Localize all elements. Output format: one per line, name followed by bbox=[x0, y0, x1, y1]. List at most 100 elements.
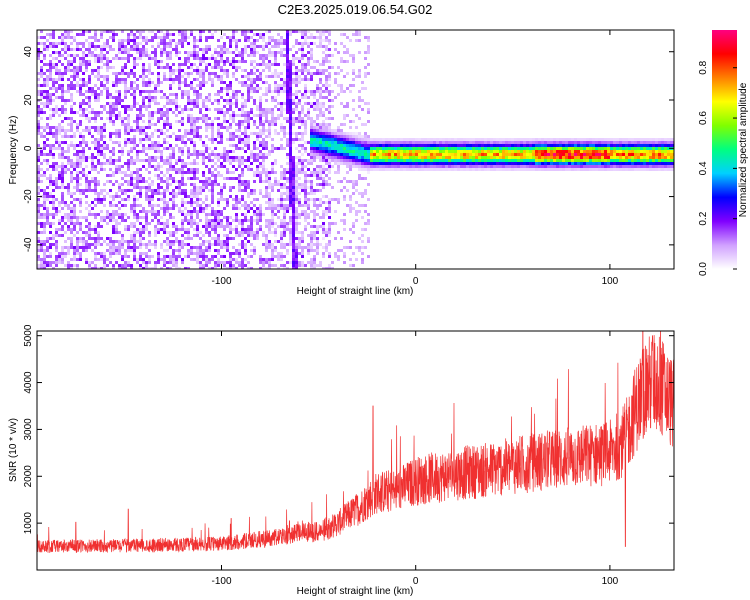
heatmap-cell bbox=[244, 207, 247, 210]
heatmap-cell bbox=[271, 162, 274, 165]
heatmap-cell bbox=[88, 45, 91, 48]
heatmap-cell bbox=[295, 213, 298, 216]
heatmap-cell bbox=[118, 144, 121, 147]
heatmap-cell bbox=[307, 213, 310, 216]
heatmap-cell bbox=[49, 132, 52, 135]
heatmap-cell bbox=[316, 114, 319, 117]
heatmap-cell bbox=[526, 159, 529, 162]
heatmap-cell bbox=[610, 150, 613, 153]
heatmap-cell bbox=[262, 93, 265, 96]
heatmap-cell bbox=[226, 84, 229, 87]
heatmap-cell bbox=[316, 144, 319, 147]
heatmap-cell bbox=[304, 177, 307, 180]
heatmap-cell bbox=[523, 153, 526, 156]
heatmap-cell bbox=[262, 156, 265, 159]
heatmap-cell bbox=[70, 165, 73, 168]
heatmap-cell bbox=[94, 114, 97, 117]
heatmap-cell bbox=[226, 72, 229, 75]
heatmap-cell bbox=[241, 189, 244, 192]
heatmap-cell bbox=[532, 168, 535, 171]
heatmap-cell bbox=[532, 159, 535, 162]
heatmap-cell bbox=[94, 189, 97, 192]
heatmap-cell bbox=[85, 186, 88, 189]
heatmap-cell bbox=[394, 156, 397, 159]
heatmap-cell bbox=[136, 156, 139, 159]
heatmap-cell bbox=[220, 90, 223, 93]
heatmap-cell bbox=[154, 36, 157, 39]
heatmap-cell bbox=[358, 210, 361, 213]
heatmap-cell bbox=[514, 156, 517, 159]
heatmap-cell bbox=[97, 126, 100, 129]
heatmap-cell bbox=[391, 159, 394, 162]
heatmap-cell bbox=[253, 54, 256, 57]
heatmap-cell bbox=[232, 93, 235, 96]
heatmap-cell bbox=[82, 153, 85, 156]
heatmap-cell bbox=[262, 123, 265, 126]
heatmap-cell bbox=[403, 147, 406, 150]
heatmap-cell bbox=[241, 171, 244, 174]
heatmap-cell bbox=[88, 51, 91, 54]
heatmap-cell bbox=[283, 168, 286, 171]
heatmap-cell bbox=[316, 84, 319, 87]
heatmap-cell bbox=[646, 168, 649, 171]
heatmap-cell bbox=[283, 213, 286, 216]
heatmap-cell bbox=[283, 108, 286, 111]
heatmap-cell bbox=[328, 108, 331, 111]
heatmap-cell bbox=[40, 174, 43, 177]
heatmap-cell bbox=[64, 165, 67, 168]
heatmap-cell bbox=[145, 189, 148, 192]
heatmap-cell bbox=[52, 30, 55, 33]
heatmap-cell bbox=[196, 168, 199, 171]
heatmap-cell bbox=[403, 165, 406, 168]
heatmap-cell bbox=[127, 126, 130, 129]
heatmap-cell bbox=[124, 84, 127, 87]
heatmap-cell bbox=[253, 144, 256, 147]
heatmap-cell bbox=[112, 96, 115, 99]
heatmap-cell bbox=[268, 36, 271, 39]
heatmap-cell bbox=[244, 204, 247, 207]
heatmap-cell bbox=[223, 111, 226, 114]
heatmap-cell bbox=[88, 210, 91, 213]
heatmap-cell bbox=[268, 87, 271, 90]
heatmap-cell bbox=[424, 162, 427, 165]
heatmap-cell bbox=[157, 129, 160, 132]
heatmap-cell bbox=[346, 48, 349, 51]
heatmap-cell bbox=[295, 219, 298, 222]
heatmap-cell bbox=[634, 138, 637, 141]
heatmap-cell bbox=[343, 219, 346, 222]
heatmap-cell bbox=[283, 78, 286, 81]
heatmap-cell bbox=[172, 165, 175, 168]
heatmap-cell bbox=[277, 204, 280, 207]
heatmap-cell bbox=[343, 153, 346, 156]
heatmap-cell bbox=[250, 201, 253, 204]
heatmap-cell bbox=[328, 204, 331, 207]
heatmap-cell bbox=[394, 150, 397, 153]
heatmap-cell bbox=[376, 159, 379, 162]
heatmap-cell bbox=[439, 159, 442, 162]
heatmap-cell bbox=[310, 150, 313, 153]
heatmap-cell bbox=[358, 105, 361, 108]
heatmap-cell bbox=[319, 147, 322, 150]
heatmap-cell bbox=[76, 153, 79, 156]
heatmap-cell bbox=[622, 165, 625, 168]
heatmap-cell bbox=[229, 216, 232, 219]
heatmap-cell bbox=[556, 141, 559, 144]
heatmap-cell bbox=[310, 141, 313, 144]
heatmap-cell bbox=[532, 141, 535, 144]
heatmap-cell bbox=[214, 138, 217, 141]
heatmap-cell bbox=[472, 153, 475, 156]
heatmap-cell bbox=[193, 48, 196, 51]
heatmap-cell bbox=[241, 123, 244, 126]
heatmap-cell bbox=[181, 147, 184, 150]
heatmap-cell bbox=[97, 180, 100, 183]
heatmap-cell bbox=[184, 189, 187, 192]
heatmap-cell bbox=[409, 168, 412, 171]
heatmap-cell bbox=[232, 186, 235, 189]
heatmap-cell bbox=[67, 147, 70, 150]
heatmap-cell bbox=[262, 171, 265, 174]
heatmap-cell bbox=[166, 51, 169, 54]
heatmap-cell bbox=[205, 177, 208, 180]
heatmap-cell bbox=[451, 156, 454, 159]
heatmap-cell bbox=[355, 162, 358, 165]
heatmap-cell bbox=[469, 162, 472, 165]
